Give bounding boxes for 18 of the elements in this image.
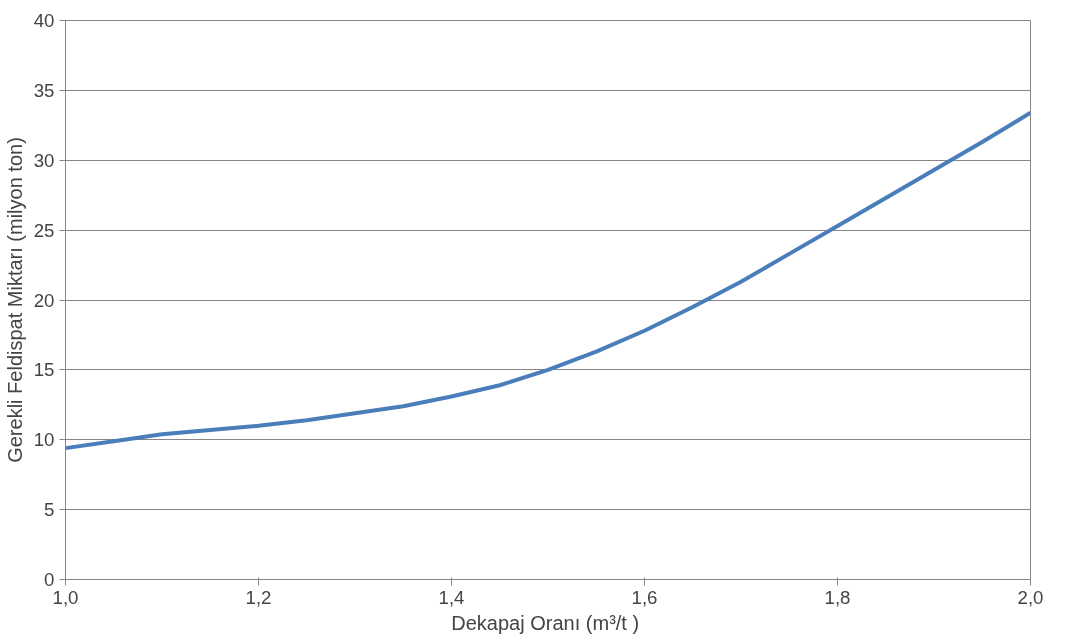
y-tick-label: 35 [33,79,55,101]
x-tick-label: 1,0 [52,586,79,608]
y-axis-title: Gerekli Feldispat Miktarı (milyon ton) [3,137,26,463]
y-tick-label: 20 [33,289,55,311]
x-tick-label: 1,2 [245,586,272,608]
y-tick-label: 5 [44,499,55,521]
x-axis-title: Dekapaj Oranı (m³/t ) [451,611,640,634]
y-tick-label: 40 [33,10,55,31]
y-tick-label: 30 [33,149,55,171]
y-tick-label: 0 [44,569,55,590]
x-tick-label: 2,0 [1017,586,1044,608]
x-tick-label: 1,6 [631,586,658,608]
y-tick-label: 10 [33,429,55,451]
y-tick-label: 15 [33,359,55,381]
y-tick-label: 25 [33,219,55,241]
x-tick-label: 1,4 [438,586,465,608]
x-tick-label: 1,8 [824,586,851,608]
line-series [65,110,1031,451]
